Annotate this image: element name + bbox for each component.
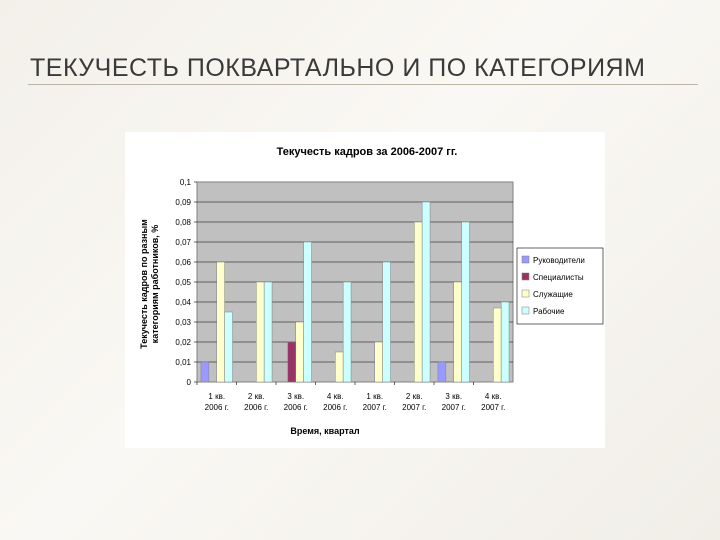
bar [453, 281, 462, 383]
legend-label: Руководители [533, 256, 585, 265]
bar [461, 221, 470, 383]
y-tick-label: 0,06 [175, 258, 191, 267]
x-tick-label: 4 кв. [485, 392, 502, 401]
bar [493, 307, 502, 383]
legend-label: Рабочие [533, 307, 565, 316]
x-tick-label: 2007 г. [363, 403, 387, 412]
bar [256, 281, 265, 383]
x-tick-label: 2007 г. [402, 403, 426, 412]
chart-panel: Текучесть кадров за 2006-2007 гг. 0,1 0,0… [125, 132, 605, 448]
legend: Руководители Специалисты Служащие Рабочие [516, 247, 604, 325]
bar [295, 321, 304, 383]
y-tick-label: 0,1 [180, 178, 192, 187]
bar [414, 221, 423, 383]
x-tick-label: 2006 г. [284, 403, 308, 412]
x-axis-labels: 1 кв. 2006 г. 2 кв. 2006 г. 3 кв. 2006 г. 4 кв… [205, 392, 506, 412]
bar [437, 361, 447, 383]
y-axis-labels: 0,1 0,09 0,08 0,07 0,06 0,05 0,04 0,03 0,02 0,01 0 [175, 178, 191, 387]
y-tick-label: 0,09 [175, 198, 191, 207]
x-tick-label: 3 кв. [445, 392, 462, 401]
legend-box [516, 247, 604, 325]
bar [287, 341, 297, 383]
title-underline [28, 84, 698, 85]
y-tick-label: 0,04 [175, 298, 191, 307]
x-axis-title: Время, квартал [290, 426, 360, 436]
x-tick-label: 2 кв. [406, 392, 423, 401]
x-tick-label: 4 кв. [327, 392, 344, 401]
x-tick-label: 2 кв. [248, 392, 265, 401]
slide-title: ТЕКУЧЕСТЬ ПОКВАРТАЛЬНО И ПО КАТЕГОРИЯМ [30, 54, 646, 82]
legend-swatch [521, 255, 530, 264]
x-tick-label: 1 кв. [366, 392, 383, 401]
legend-label: Служащие [533, 290, 573, 299]
bar [216, 261, 225, 383]
y-tick-label: 0,02 [175, 338, 191, 347]
bar [335, 351, 344, 383]
bar [382, 261, 391, 383]
x-tick-label: 2007 г. [481, 403, 505, 412]
y-axis-title-line: Текучесть кадров по разным [139, 219, 149, 349]
y-tick-label: 0,01 [175, 358, 191, 367]
bar [200, 361, 210, 383]
turnover-bar-chart: Текучесть кадров за 2006-2007 гг. 0,1 0,0… [139, 146, 604, 436]
legend-label: Специалисты [533, 273, 584, 282]
x-tick-label: 3 кв. [287, 392, 304, 401]
y-tick-label: 0,07 [175, 238, 191, 247]
x-tick-label: 1 кв. [208, 392, 225, 401]
bar [263, 281, 273, 383]
x-tick-label: 2006 г. [205, 403, 229, 412]
y-tick-label: 0 [187, 378, 192, 387]
legend-swatch [521, 272, 530, 281]
y-tick-label: 0,08 [175, 218, 191, 227]
bar [303, 241, 312, 383]
legend-swatch [521, 289, 530, 298]
chart-title: Текучесть кадров за 2006-2007 гг. [277, 146, 458, 158]
bar [500, 301, 510, 383]
y-axis-title: Текучесть кадров по разным категориям раб… [139, 219, 160, 349]
bar [342, 281, 352, 383]
x-tick-label: 2007 г. [442, 403, 466, 412]
legend-swatch [521, 306, 530, 315]
y-tick-label: 0,03 [175, 318, 191, 327]
bar [224, 311, 233, 383]
bar [374, 341, 383, 383]
bars [200, 201, 510, 383]
x-tick-label: 2006 г. [323, 403, 347, 412]
y-tick-label: 0,05 [175, 278, 191, 287]
y-axis-title-line: категориям работников, % [150, 225, 160, 344]
x-tick-label: 2006 г. [244, 403, 268, 412]
bar [421, 201, 431, 383]
